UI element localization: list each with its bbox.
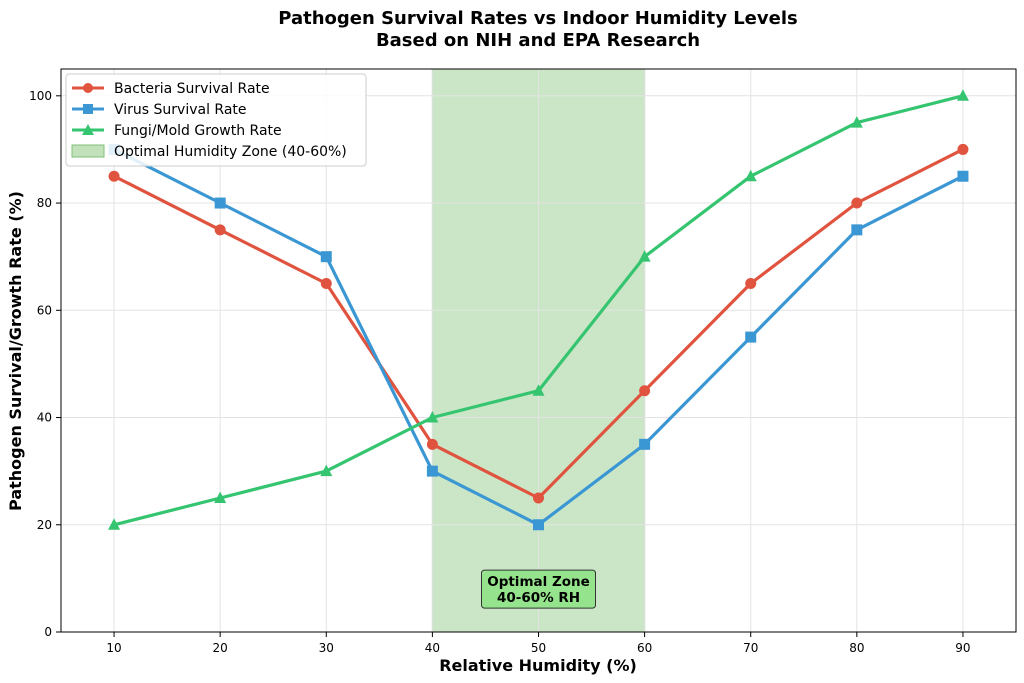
point-virus-90 [957, 170, 969, 182]
chart-title: Pathogen Survival Rates vs Indoor Humidi… [278, 8, 797, 29]
point-bacteria-70 [745, 277, 757, 289]
point-fungi-20 [214, 491, 227, 503]
annotation-box [481, 569, 596, 609]
x-tick-label-70: 70 [743, 641, 758, 655]
y-tick-label-60: 60 [37, 303, 52, 317]
legend-item-fungi: Fungi/Mold Growth Rate [72, 123, 282, 139]
y-axis-label: Pathogen Survival/Growth Rate (%) [6, 191, 25, 511]
point-fungi-60 [638, 250, 651, 262]
point-bacteria-20 [214, 224, 226, 236]
x-axis-label: Relative Humidity (%) [439, 656, 637, 675]
point-bacteria-50 [533, 492, 544, 504]
x-tick-label-90: 90 [955, 641, 970, 655]
x-tick-label-10: 10 [106, 641, 121, 655]
point-bacteria-30 [320, 277, 332, 289]
point-fungi-80 [850, 116, 863, 128]
point-bacteria-40 [426, 438, 438, 450]
legend-label-bacteria: Bacteria Survival Rate [114, 81, 270, 97]
axis-ticks: 10 20 30 40 50 60 70 80 90 0 20 40 60 80 100 [29, 89, 970, 655]
x-tick-label-20: 20 [213, 641, 228, 655]
y-tick-label-40: 40 [37, 411, 52, 425]
legend-label-optimal-zone: Optimal Humidity Zone (40-60%) [114, 144, 347, 160]
legend-label-virus: Virus Survival Rate [114, 102, 247, 118]
point-fungi-70 [744, 169, 757, 182]
point-virus-70 [745, 331, 757, 343]
legend-item-virus: Virus Survival Rate [72, 102, 247, 118]
legend-marker-bacteria [83, 83, 93, 93]
series-group [108, 89, 969, 531]
point-fungi-50 [532, 384, 545, 396]
point-virus-60 [639, 438, 651, 450]
point-bacteria-80 [851, 197, 863, 209]
point-virus-20 [214, 197, 226, 209]
point-bacteria-60 [639, 385, 651, 397]
point-fungi-10 [108, 518, 121, 530]
point-bacteria-10 [108, 170, 120, 182]
legend-item-optimal-zone: Optimal Humidity Zone (40-60%) [71, 144, 347, 160]
x-tick-label-80: 80 [849, 641, 864, 655]
point-virus-40 [426, 465, 438, 477]
legend-label-fungi: Fungi/Mold Growth Rate [114, 123, 282, 139]
legend: Bacteria Survival Rate Virus Survival Ra… [65, 73, 367, 167]
point-virus-50 [533, 519, 544, 531]
x-tick-label-50: 50 [531, 641, 546, 655]
annotation-line-1: Optimal Zone [487, 574, 590, 590]
y-tick-label-100: 100 [29, 89, 52, 103]
optimal-zone-annotation: Optimal Zone 40-60% RH [481, 569, 596, 609]
point-virus-80 [851, 224, 863, 236]
legend-marker-fungi [82, 124, 94, 135]
point-fungi-40 [426, 411, 439, 423]
point-fungi-30 [320, 464, 333, 477]
x-tick-label-30: 30 [319, 641, 334, 655]
legend-swatch-optimal-zone [71, 144, 105, 158]
legend-marker-virus [83, 104, 93, 114]
y-tick-label-20: 20 [37, 518, 52, 532]
legend-box [65, 73, 367, 167]
legend-item-bacteria: Bacteria Survival Rate [72, 81, 270, 97]
y-tick-label-0: 0 [44, 625, 52, 639]
annotation-line-2: 40-60% RH [497, 590, 580, 606]
chart-subtitle: Based on NIH and EPA Research [376, 30, 700, 51]
point-bacteria-90 [957, 143, 969, 155]
x-tick-label-40: 40 [425, 641, 440, 655]
series-fungi [108, 89, 969, 530]
series-bacteria [108, 143, 969, 504]
point-virus-30 [320, 251, 332, 263]
x-tick-label-60: 60 [637, 641, 652, 655]
y-tick-label-80: 80 [37, 196, 52, 210]
point-fungi-90 [956, 89, 969, 101]
